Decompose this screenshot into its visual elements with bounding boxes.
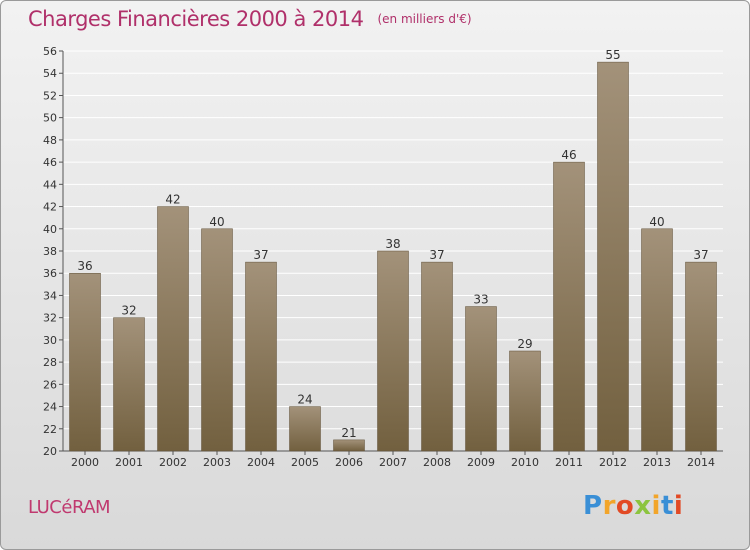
x-tick-label-2013: 2013 bbox=[643, 456, 671, 469]
chart-title: Charges Financières 2000 à 2014 (en milli… bbox=[28, 7, 472, 31]
data-label-2011: 46 bbox=[561, 148, 576, 162]
bars bbox=[69, 61, 717, 452]
y-tick-label: 24 bbox=[43, 401, 57, 414]
bar-2013 bbox=[641, 228, 673, 452]
chart-subtitle: (en milliers d'€) bbox=[377, 12, 472, 26]
bar-2009 bbox=[465, 306, 497, 452]
x-tick-label-2014: 2014 bbox=[687, 456, 715, 469]
y-tick-label: 28 bbox=[43, 356, 57, 369]
bar-2003 bbox=[201, 228, 233, 452]
y-tick-label: 50 bbox=[43, 112, 57, 125]
bar-2005 bbox=[289, 406, 321, 452]
x-tick-label-2000: 2000 bbox=[71, 456, 99, 469]
bar-2008 bbox=[421, 261, 453, 452]
x-tick-label-2011: 2011 bbox=[555, 456, 583, 469]
y-tick-label: 26 bbox=[43, 378, 57, 391]
x-tick-label-2005: 2005 bbox=[291, 456, 319, 469]
data-label-2002: 42 bbox=[165, 193, 180, 207]
x-tick-label-2007: 2007 bbox=[379, 456, 407, 469]
data-label-2006: 21 bbox=[341, 426, 356, 440]
bar-2002 bbox=[157, 206, 189, 452]
data-label-2010: 29 bbox=[517, 337, 532, 351]
bar-2011 bbox=[553, 161, 585, 452]
data-label-2001: 32 bbox=[121, 304, 136, 318]
y-tick-label: 54 bbox=[43, 67, 57, 80]
data-label-2003: 40 bbox=[209, 215, 224, 229]
y-tick-label: 32 bbox=[43, 312, 57, 325]
data-label-2007: 38 bbox=[385, 237, 400, 251]
y-tick-label: 34 bbox=[43, 289, 57, 302]
bar-2014 bbox=[685, 261, 717, 452]
data-label-2009: 33 bbox=[473, 293, 488, 307]
y-tick-label: 46 bbox=[43, 156, 57, 169]
data-label-2008: 37 bbox=[429, 248, 444, 262]
x-tick-label-2012: 2012 bbox=[599, 456, 627, 469]
bar-2001 bbox=[113, 317, 145, 452]
y-tick-label: 44 bbox=[43, 178, 57, 191]
y-tick-label: 56 bbox=[43, 45, 57, 58]
bar-2007 bbox=[377, 250, 409, 452]
x-tick-label-2001: 2001 bbox=[115, 456, 143, 469]
y-tick-label: 36 bbox=[43, 267, 57, 280]
data-label-2000: 36 bbox=[77, 259, 92, 273]
data-label-2004: 37 bbox=[253, 248, 268, 262]
bar-2006 bbox=[333, 439, 365, 452]
x-tick-label-2004: 2004 bbox=[247, 456, 275, 469]
y-tick-label: 20 bbox=[43, 445, 57, 458]
y-tick-label: 30 bbox=[43, 334, 57, 347]
x-tick-label-2009: 2009 bbox=[467, 456, 495, 469]
bar-2010 bbox=[509, 350, 541, 452]
title-text: Charges Financières 2000 à 2014 bbox=[28, 7, 364, 31]
y-tick-label: 52 bbox=[43, 89, 57, 102]
y-tick-label: 40 bbox=[43, 223, 57, 236]
y-tick-label: 42 bbox=[43, 201, 57, 214]
data-label-2012: 55 bbox=[605, 48, 620, 62]
bar-2004 bbox=[245, 261, 277, 452]
x-tick-label-2010: 2010 bbox=[511, 456, 539, 469]
town-name: LUCéRAM bbox=[28, 497, 111, 518]
data-label-2005: 24 bbox=[297, 393, 312, 407]
x-tick-label-2006: 2006 bbox=[335, 456, 363, 469]
data-label-2013: 40 bbox=[649, 215, 664, 229]
data-labels: 36 32 42 40 37 24 21 38 37 33 29 46 55 40 37 bbox=[77, 48, 708, 440]
data-label-2014: 37 bbox=[693, 248, 708, 262]
x-tick-label-2002: 2002 bbox=[159, 456, 187, 469]
y-tick-label: 48 bbox=[43, 134, 57, 147]
y-tick-label: 22 bbox=[43, 423, 57, 436]
bar-2012 bbox=[597, 61, 629, 452]
x-tick-label-2008: 2008 bbox=[423, 456, 451, 469]
y-tick-label: 38 bbox=[43, 245, 57, 258]
bar-2000 bbox=[69, 272, 101, 452]
proxiti-logo: Proxiti bbox=[583, 491, 684, 521]
x-tick-label-2003: 2003 bbox=[203, 456, 231, 469]
